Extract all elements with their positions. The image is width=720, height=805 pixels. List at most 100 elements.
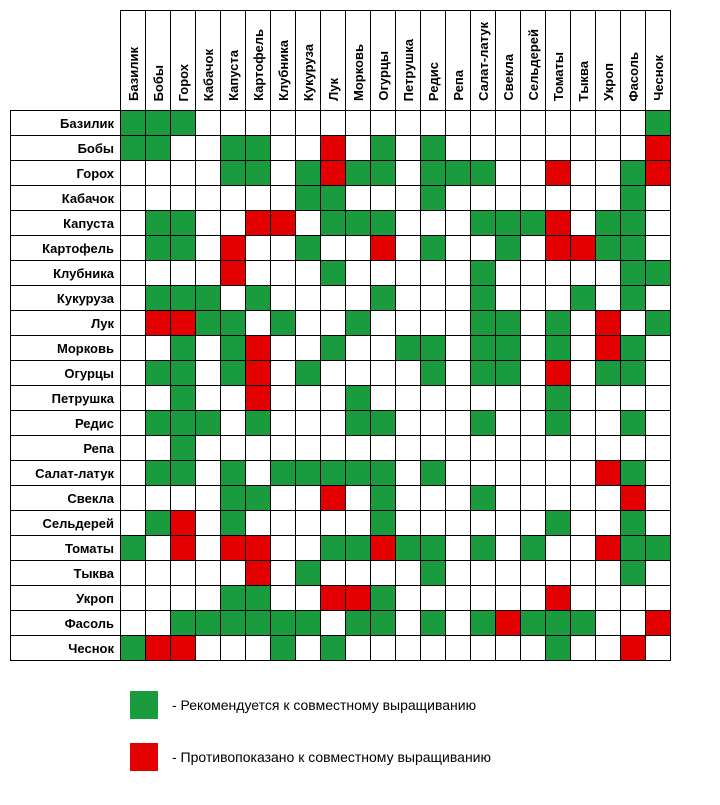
cell <box>471 386 496 411</box>
cell <box>221 386 246 411</box>
cell <box>221 111 246 136</box>
cell <box>396 236 421 261</box>
cell <box>121 511 146 536</box>
col-header: Фасоль <box>621 11 646 111</box>
cell <box>646 486 671 511</box>
cell <box>421 261 446 286</box>
cell <box>396 161 421 186</box>
cell <box>396 461 421 486</box>
cell <box>346 136 371 161</box>
cell <box>546 311 571 336</box>
col-header: Огурцы <box>371 11 396 111</box>
table-row: Тыква <box>11 561 671 586</box>
cell <box>571 236 596 261</box>
cell <box>571 186 596 211</box>
cell <box>171 411 196 436</box>
cell <box>196 211 221 236</box>
cell <box>521 436 546 461</box>
cell <box>546 461 571 486</box>
cell <box>621 261 646 286</box>
cell <box>621 136 646 161</box>
cell <box>271 536 296 561</box>
cell <box>221 261 246 286</box>
table-row: Салат-латук <box>11 461 671 486</box>
cell <box>246 436 271 461</box>
cell <box>121 261 146 286</box>
cell <box>246 261 271 286</box>
cell <box>521 361 546 386</box>
cell <box>221 436 246 461</box>
cell <box>596 211 621 236</box>
cell <box>196 461 221 486</box>
col-header-label: Капуста <box>226 46 241 105</box>
legend-swatch-good <box>130 691 158 719</box>
cell <box>171 611 196 636</box>
cell <box>296 586 321 611</box>
cell <box>496 561 521 586</box>
cell <box>221 486 246 511</box>
cell <box>321 286 346 311</box>
cell <box>396 636 421 661</box>
col-header-label: Сельдерей <box>526 25 541 105</box>
cell <box>371 536 396 561</box>
col-header: Клубника <box>271 11 296 111</box>
cell <box>196 161 221 186</box>
table-row: Редис <box>11 411 671 436</box>
cell <box>521 536 546 561</box>
cell <box>246 536 271 561</box>
row-header: Томаты <box>11 536 121 561</box>
col-header-label: Тыква <box>576 57 591 105</box>
cell <box>446 436 471 461</box>
table-row: Морковь <box>11 336 671 361</box>
cell <box>321 436 346 461</box>
cell <box>421 511 446 536</box>
cell <box>121 561 146 586</box>
cell <box>246 336 271 361</box>
cell <box>621 111 646 136</box>
cell <box>471 586 496 611</box>
cell <box>221 161 246 186</box>
row-header: Огурцы <box>11 361 121 386</box>
cell <box>421 386 446 411</box>
table-row: Свекла <box>11 486 671 511</box>
cell <box>296 336 321 361</box>
cell <box>371 336 396 361</box>
cell <box>496 386 521 411</box>
cell <box>471 211 496 236</box>
cell <box>521 111 546 136</box>
cell <box>246 636 271 661</box>
cell <box>496 186 521 211</box>
cell <box>246 386 271 411</box>
cell <box>596 411 621 436</box>
cell <box>296 636 321 661</box>
cell <box>596 161 621 186</box>
cell <box>421 411 446 436</box>
table-row: Капуста <box>11 211 671 236</box>
cell <box>271 111 296 136</box>
cell <box>171 311 196 336</box>
cell <box>396 511 421 536</box>
cell <box>446 561 471 586</box>
row-header: Клубника <box>11 261 121 286</box>
cell <box>421 236 446 261</box>
row-header: Чеснок <box>11 636 121 661</box>
cell <box>321 261 346 286</box>
cell <box>346 286 371 311</box>
cell <box>471 186 496 211</box>
cell <box>221 636 246 661</box>
cell <box>146 461 171 486</box>
cell <box>371 261 396 286</box>
cell <box>521 486 546 511</box>
cell <box>271 136 296 161</box>
cell <box>371 611 396 636</box>
cell <box>621 386 646 411</box>
cell <box>621 636 646 661</box>
cell <box>271 336 296 361</box>
cell <box>196 436 221 461</box>
cell <box>321 386 346 411</box>
cell <box>421 136 446 161</box>
cell <box>496 261 521 286</box>
row-header: Сельдерей <box>11 511 121 536</box>
cell <box>221 361 246 386</box>
cell <box>546 136 571 161</box>
